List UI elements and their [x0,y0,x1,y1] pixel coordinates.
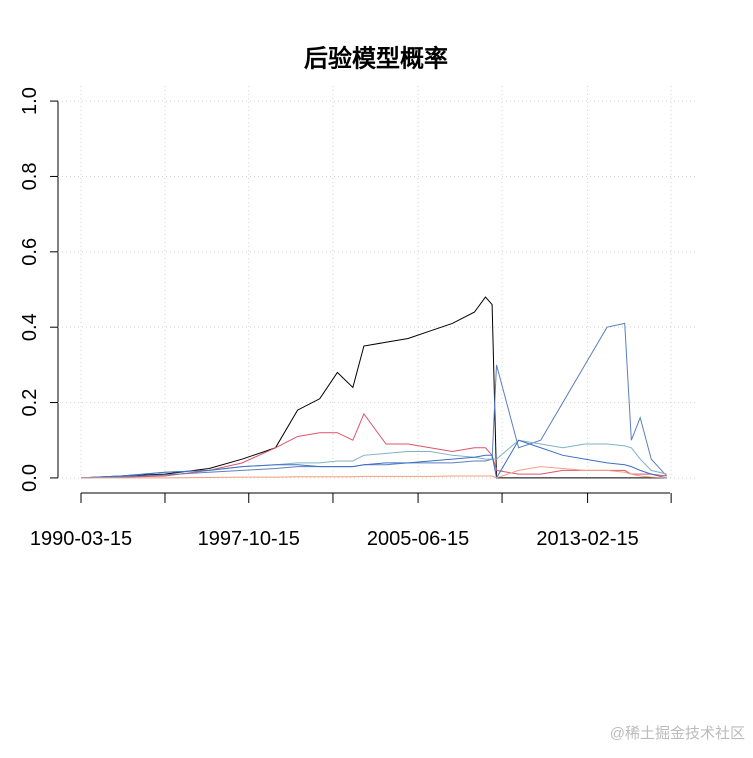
x-tick-label: 2005-06-15 [367,528,469,550]
y-tick-label: 0.2 [19,389,41,417]
x-tick-label: 2013-02-15 [536,528,638,550]
y-tick-label: 1.0 [19,87,41,115]
chart-title: 后验模型概率 [304,44,448,72]
y-tick-label: 0.6 [19,238,41,266]
x-tick-label: 1997-10-15 [198,528,300,550]
series-line [80,439,667,480]
y-tick-label: 0.0 [19,464,41,492]
series-line [80,412,667,479]
y-tick-label: 0.4 [19,313,41,341]
x-tick-label: 1990-03-15 [30,528,132,550]
series-line [80,296,667,479]
series-line [80,322,668,479]
watermark: @稀土掘金技术社区 [610,725,745,742]
y-tick-label: 0.8 [19,163,41,191]
series-line [80,466,667,479]
